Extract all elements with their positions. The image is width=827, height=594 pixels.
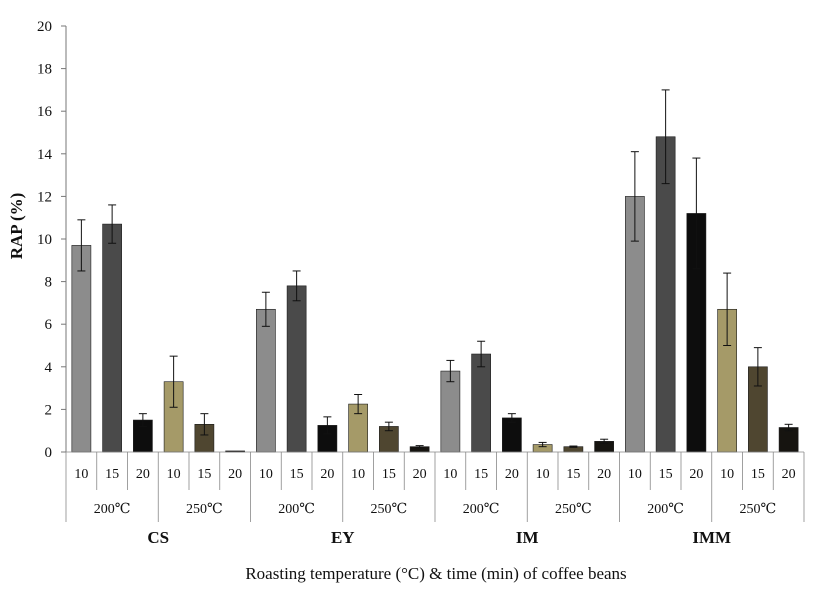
time-label: 10 bbox=[443, 467, 457, 482]
sample-label-cs: CS bbox=[147, 528, 169, 547]
time-label: 15 bbox=[566, 467, 580, 482]
error-bar bbox=[784, 423, 793, 432]
bar-im-200-20 bbox=[502, 417, 522, 453]
y-tick-label: 4 bbox=[45, 360, 53, 376]
error-bar bbox=[138, 413, 147, 427]
time-label: 15 bbox=[659, 467, 673, 482]
error-bar bbox=[446, 359, 455, 383]
temperature-label: 200℃ bbox=[278, 502, 315, 517]
time-label: 10 bbox=[74, 467, 88, 482]
time-label: 20 bbox=[597, 467, 611, 482]
error-bar bbox=[200, 413, 209, 436]
error-bar bbox=[477, 340, 486, 368]
y-tick-label: 18 bbox=[37, 62, 52, 78]
bar-cs-200-15 bbox=[102, 223, 122, 453]
y-tick-label: 2 bbox=[45, 402, 53, 418]
y-tick-label: 10 bbox=[37, 232, 52, 248]
time-label: 10 bbox=[536, 467, 550, 482]
y-axis-ticks: 0 2 4 6 8 10 12 14 16 18 20 bbox=[37, 19, 66, 461]
bar-im-200-15 bbox=[471, 353, 491, 453]
time-label: 20 bbox=[413, 467, 427, 482]
error-bar bbox=[569, 445, 578, 448]
time-label: 10 bbox=[720, 467, 734, 482]
error-bar bbox=[753, 347, 762, 387]
error-bar bbox=[507, 413, 516, 423]
y-tick-label: 12 bbox=[37, 189, 52, 205]
error-bar bbox=[261, 291, 270, 327]
error-bar bbox=[661, 89, 670, 185]
error-bar bbox=[292, 270, 301, 302]
time-label: 10 bbox=[259, 467, 273, 482]
error-bar bbox=[108, 204, 117, 244]
sample-label-ey: EY bbox=[331, 528, 355, 547]
time-label: 20 bbox=[136, 467, 150, 482]
temperature-label: 250℃ bbox=[186, 502, 223, 517]
time-label: 20 bbox=[228, 467, 242, 482]
time-label: 20 bbox=[782, 467, 796, 482]
bar-ey-200-15 bbox=[286, 285, 307, 453]
time-label: 15 bbox=[105, 467, 119, 482]
error-bar bbox=[384, 421, 393, 432]
time-label: 10 bbox=[167, 467, 181, 482]
x-axis-title: Roasting temperature (°C) & time (min) o… bbox=[245, 564, 626, 583]
time-label: 20 bbox=[505, 467, 519, 482]
category-table: 10 15 20 200℃ 10 15 20 250℃ 10 15 20 200℃ 10 15 20 250℃… bbox=[65, 451, 805, 547]
error-bar bbox=[77, 219, 86, 272]
temperature-label: 200℃ bbox=[463, 502, 500, 517]
error-bar bbox=[723, 272, 732, 346]
time-label: 10 bbox=[628, 467, 642, 482]
temperature-label: 200℃ bbox=[647, 502, 684, 517]
y-tick-label: 8 bbox=[45, 275, 53, 291]
time-label: 15 bbox=[751, 467, 765, 482]
temperature-label: 250℃ bbox=[740, 502, 777, 517]
time-label: 20 bbox=[320, 467, 334, 482]
time-label: 15 bbox=[474, 467, 488, 482]
sample-label-imm: IMM bbox=[692, 528, 731, 547]
error-bars-layer bbox=[77, 89, 793, 449]
error-bar bbox=[630, 151, 639, 242]
temperature-label: 250℃ bbox=[371, 502, 408, 517]
y-tick-label: 14 bbox=[37, 147, 53, 163]
bar-im-200-10 bbox=[440, 370, 461, 453]
error-bar bbox=[538, 441, 547, 448]
error-bar bbox=[169, 355, 178, 408]
temperature-label: 250℃ bbox=[555, 502, 592, 517]
y-tick-label: 20 bbox=[37, 19, 52, 35]
error-bar bbox=[323, 416, 332, 435]
bar-cs-200-10 bbox=[71, 245, 92, 453]
error-bar bbox=[600, 438, 609, 444]
error-bar bbox=[354, 393, 363, 415]
time-label: 15 bbox=[197, 467, 211, 482]
y-tick-label: 6 bbox=[45, 317, 53, 333]
time-label: 20 bbox=[689, 467, 703, 482]
time-label: 15 bbox=[382, 467, 396, 482]
temperature-label: 200℃ bbox=[94, 502, 131, 517]
error-bar bbox=[415, 445, 424, 449]
time-label: 10 bbox=[351, 467, 365, 482]
time-label: 15 bbox=[290, 467, 304, 482]
sample-label-im: IM bbox=[516, 528, 539, 547]
y-tick-label: 0 bbox=[45, 445, 53, 461]
bar-ey-200-10 bbox=[256, 308, 276, 453]
bars-layer bbox=[71, 136, 799, 453]
y-tick-label: 16 bbox=[37, 104, 53, 120]
error-bar bbox=[692, 157, 701, 270]
y-axis-title: RAP (%) bbox=[7, 193, 26, 260]
